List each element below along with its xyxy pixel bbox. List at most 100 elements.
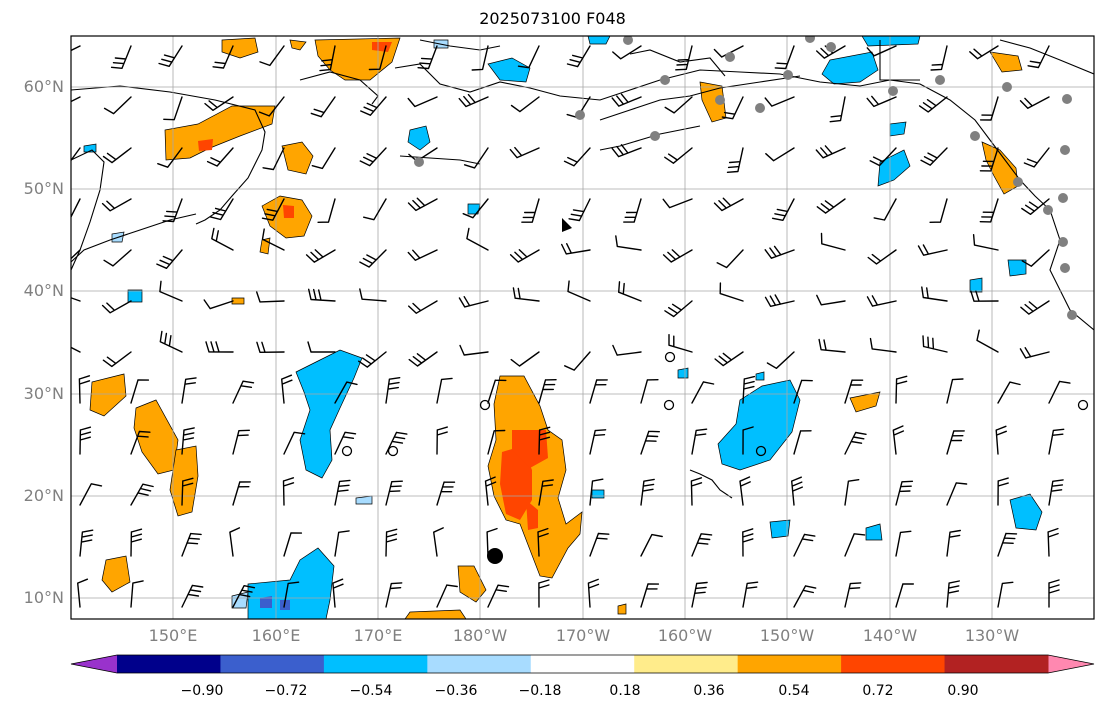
wind-barb — [869, 147, 897, 167]
wind-barb — [206, 147, 234, 167]
wind-barb — [1019, 96, 1050, 109]
colorbar-tick-label: −0.36 — [434, 683, 478, 699]
wind-barb — [615, 235, 642, 251]
lon-label-170e: 170°E — [353, 626, 403, 645]
wind-barb — [332, 578, 344, 608]
wind-barb — [921, 286, 948, 302]
colorbar-segment — [634, 655, 739, 673]
wind-barb — [283, 532, 303, 557]
wind-barb — [311, 147, 336, 170]
wind-barb — [537, 527, 549, 557]
wind-barb — [417, 45, 438, 70]
wind-barb — [815, 145, 846, 159]
wind-barb — [820, 232, 846, 251]
wind-barb — [487, 429, 506, 455]
wind-barb — [917, 244, 948, 256]
wind-barb — [103, 96, 132, 115]
wind-barb — [130, 580, 144, 608]
colorbar-tick-label: −0.18 — [518, 683, 562, 699]
wind-barb — [844, 379, 864, 404]
wind-barb — [521, 198, 540, 223]
wind-barb — [930, 45, 948, 71]
colorbar-tick-label: −0.54 — [349, 683, 393, 699]
colorbar-tick-label: 0.72 — [862, 683, 894, 699]
wind-barb — [1023, 147, 1050, 168]
wind-barb — [946, 580, 960, 608]
wind-barb — [538, 479, 554, 506]
wind-barb — [232, 585, 256, 608]
lat-label-20n: 20°N — [23, 486, 64, 505]
wind-barb — [589, 379, 608, 404]
wind-barb — [156, 249, 183, 269]
wind-barb — [181, 584, 204, 608]
wind-barb — [436, 584, 458, 608]
gridlines — [71, 36, 1094, 619]
wind-barb — [664, 300, 693, 318]
wind-barb — [1027, 45, 1050, 69]
wind-barb — [895, 530, 912, 557]
wind-barb — [844, 431, 867, 455]
lon-label-160w: 160°W — [657, 626, 713, 645]
wind-barb — [261, 228, 285, 251]
wind-barb — [102, 147, 132, 164]
wind-barb — [716, 249, 744, 269]
wind-barb — [181, 377, 197, 404]
wind-barb — [691, 581, 708, 608]
wind-barb — [561, 243, 591, 255]
wind-barb — [71, 96, 81, 103]
lon-label-170w: 170°W — [555, 626, 611, 645]
wind-barb — [130, 430, 151, 455]
wind-barb — [793, 430, 812, 455]
wind-barb — [71, 147, 81, 162]
colorbar-tick-label: −0.72 — [264, 683, 308, 699]
wind-barb — [71, 198, 81, 219]
wind-barb — [1019, 347, 1050, 359]
wind-barb — [721, 96, 744, 120]
wind-barb — [618, 281, 642, 302]
wind-barb — [766, 351, 795, 369]
wind-barb — [407, 197, 438, 212]
wind-barb — [385, 480, 403, 506]
wind-barb — [261, 198, 285, 221]
colorbar-tick-label: 0.54 — [778, 683, 810, 699]
wind-barb — [640, 379, 659, 404]
wind-barb — [359, 147, 387, 167]
wind-barb — [664, 96, 693, 114]
wind-barb — [691, 533, 713, 557]
lon-label-150w: 150°W — [759, 626, 815, 645]
wind-barb — [922, 335, 948, 353]
station-markers — [341, 36, 1089, 564]
wind-barb — [463, 147, 489, 169]
wind-barb — [829, 96, 846, 123]
wind-barb — [1048, 428, 1065, 455]
wind-barb — [567, 280, 591, 302]
wind-barb — [433, 527, 444, 557]
wind-barb — [972, 234, 999, 251]
wind-barb — [816, 294, 846, 306]
wind-barb — [866, 295, 897, 307]
wind-barb — [359, 288, 387, 302]
wind-barb — [486, 527, 498, 557]
lon-label-130w: 130°W — [964, 626, 1020, 645]
wind-barb — [436, 426, 448, 455]
wind-barb — [308, 288, 336, 302]
wind-barb — [283, 581, 300, 608]
lat-label-30n: 30°N — [23, 384, 64, 403]
wind-barb — [510, 96, 540, 113]
wind-barb — [162, 198, 183, 223]
wind-barb — [640, 430, 660, 455]
colorbar-tick-label: 0.18 — [609, 683, 641, 699]
wind-barb — [436, 481, 456, 506]
colorbar-segment — [427, 655, 532, 673]
wind-barb — [538, 579, 550, 608]
wind-barb — [256, 341, 285, 353]
wind-barb — [568, 198, 591, 222]
wind-barb — [563, 147, 591, 167]
lon-label-150e: 150°E — [148, 626, 198, 645]
wind-barb — [791, 476, 803, 506]
wind-barb — [566, 45, 591, 68]
lat-label-10n: 10°N — [23, 588, 64, 607]
wind-barb — [212, 45, 234, 69]
wind-barb — [77, 578, 89, 608]
wind-barb — [510, 351, 540, 367]
